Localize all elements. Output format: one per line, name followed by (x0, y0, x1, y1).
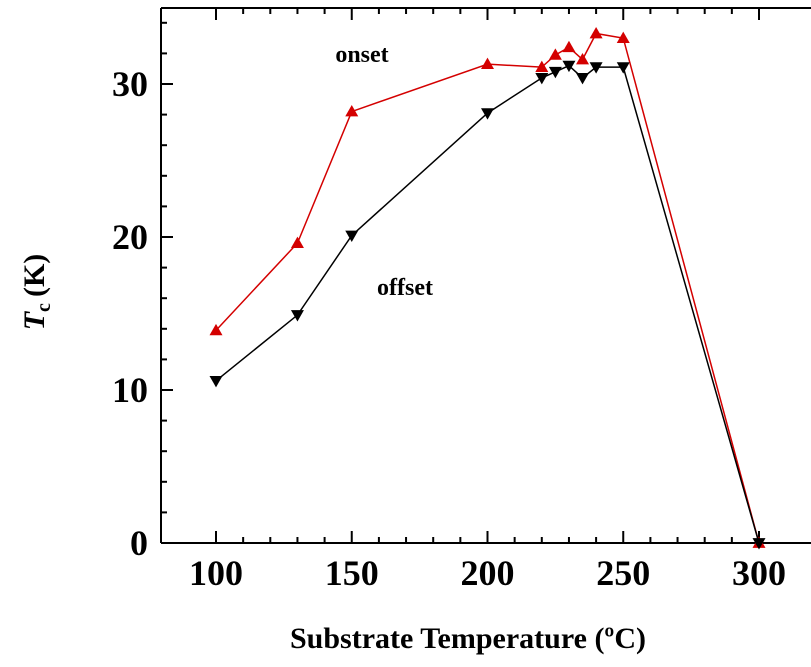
data-point-onset (345, 105, 359, 117)
data-point-offset (535, 73, 549, 85)
data-point-offset (562, 60, 576, 73)
x-tick-label: 100 (189, 553, 243, 593)
data-point-onset (481, 57, 494, 69)
data-point-onset (535, 60, 549, 73)
y-tick-label: 0 (130, 523, 148, 563)
data-point-offset (345, 230, 359, 242)
x-tick-label: 300 (732, 553, 786, 593)
data-point-offset (209, 375, 223, 388)
x-tick-label: 250 (596, 553, 650, 593)
data-point-offset (589, 62, 603, 74)
data-point-offset (576, 73, 590, 85)
y-axis-title-symbol: T (18, 310, 51, 330)
y-tick-label: 20 (112, 217, 148, 257)
series-layer (209, 27, 766, 550)
data-point-onset (576, 53, 590, 65)
data-point-offset (616, 62, 630, 74)
axis-ticks: 100 150 200 250 300 0 10 20 30 (112, 8, 786, 593)
y-axis-title: Tc (K) (18, 254, 55, 331)
x-axis-title: Substrate Temperature (ºC) (290, 622, 646, 655)
data-point-onset (290, 236, 304, 248)
y-tick-label: 10 (112, 370, 148, 410)
data-point-offset (481, 108, 494, 120)
data-point-offset (548, 66, 562, 79)
plot-area (160, 7, 811, 544)
data-point-onset (209, 323, 223, 336)
y-axis-title-unit: (K) (18, 254, 51, 297)
data-point-onset (548, 48, 562, 60)
series-label-onset: onset (335, 42, 388, 68)
y-tick-label: 30 (112, 64, 148, 104)
data-point-onset (616, 31, 630, 43)
x-tick-label: 150 (325, 553, 379, 593)
y-axis-title-subscript: c (33, 303, 55, 312)
series-line-offset (215, 64, 760, 544)
data-point-offset (752, 538, 766, 550)
data-point-onset (589, 27, 603, 39)
data-point-offset (290, 310, 304, 322)
series-label-offset: offset (377, 275, 433, 301)
data-point-onset (562, 40, 576, 53)
x-tick-label: 200 (461, 553, 515, 593)
